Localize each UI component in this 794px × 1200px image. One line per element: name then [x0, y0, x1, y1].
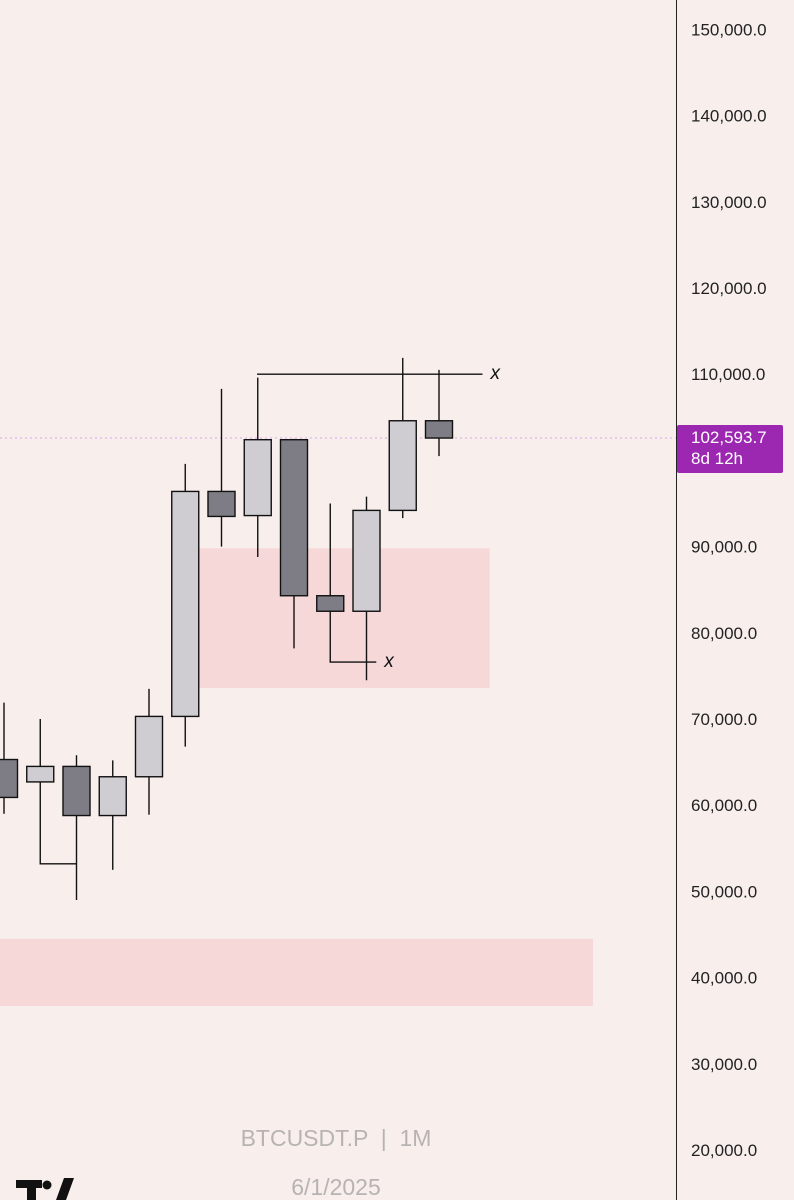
candle-body [134, 715, 164, 778]
watermark: BTCUSDT.P | 1M 6/1/2025 [241, 1125, 432, 1200]
candle-body [352, 509, 381, 612]
price-tick-label: 110,000.0 [691, 365, 765, 384]
candle [171, 463, 200, 747]
candle [352, 496, 381, 681]
current-price-badge: 102,593.7 8d 12h [677, 425, 783, 474]
swing-markers: xx [39, 363, 502, 865]
candles [0, 357, 454, 901]
current-price-value: 102,593.7 [691, 428, 767, 447]
current-price-badge-bg [677, 425, 783, 474]
price-tick-label: 80,000.0 [691, 624, 757, 643]
candle [207, 388, 236, 547]
price-tick-label: 40,000.0 [691, 969, 757, 988]
candle [0, 702, 19, 814]
candle-body [207, 490, 236, 518]
watermark-symbol: BTCUSDT.P | 1M [241, 1125, 432, 1151]
price-axis[interactable]: 150,000.0 140,000.0 130,000.0 120,000.0 110,… [676, 0, 767, 1200]
candle-body [316, 595, 345, 612]
candle [424, 369, 454, 457]
candle-body [171, 490, 200, 718]
price-tick-label: 140,000.0 [691, 107, 767, 126]
zone-0 [172, 548, 490, 688]
price-tick-label: 90,000.0 [691, 538, 757, 557]
swing-marker-label: x [490, 363, 502, 384]
swing-marker-1: x [329, 651, 395, 672]
zone-1 [0, 938, 594, 1007]
price-tick-label: 30,000.0 [691, 1055, 757, 1074]
bar-countdown: 8d 12h [691, 449, 743, 468]
candle [26, 719, 55, 864]
candle-body [0, 758, 19, 799]
candle [134, 688, 164, 815]
candle-body [388, 420, 417, 512]
candle-body [243, 439, 272, 517]
candle [388, 357, 417, 519]
swing-marker-label: x [383, 651, 395, 672]
candle [98, 760, 127, 870]
price-tick-label: 120,000.0 [691, 279, 767, 298]
price-tick-label: 20,000.0 [691, 1141, 757, 1160]
candle-body [279, 439, 309, 597]
price-tick-label: 70,000.0 [691, 710, 757, 729]
candle-body [62, 765, 91, 817]
candle [62, 755, 91, 901]
price-tick-label: 60,000.0 [691, 796, 757, 815]
watermark-date: 6/1/2025 [291, 1174, 381, 1200]
candle [316, 503, 345, 663]
tradingview-logo [16, 1178, 74, 1200]
candle [243, 377, 272, 557]
candle [279, 438, 309, 649]
swing-marker-0: x [257, 363, 502, 384]
candle-body [26, 765, 55, 783]
candle-body [424, 420, 454, 439]
price-tick-label: 50,000.0 [691, 882, 757, 901]
candle-body [98, 776, 127, 817]
price-axis-labels: 150,000.0 140,000.0 130,000.0 120,000.0 110,… [691, 20, 767, 1160]
price-tick-label: 150,000.0 [691, 20, 767, 39]
price-tick-label: 130,000.0 [691, 193, 767, 212]
demand-zones [0, 548, 594, 1007]
